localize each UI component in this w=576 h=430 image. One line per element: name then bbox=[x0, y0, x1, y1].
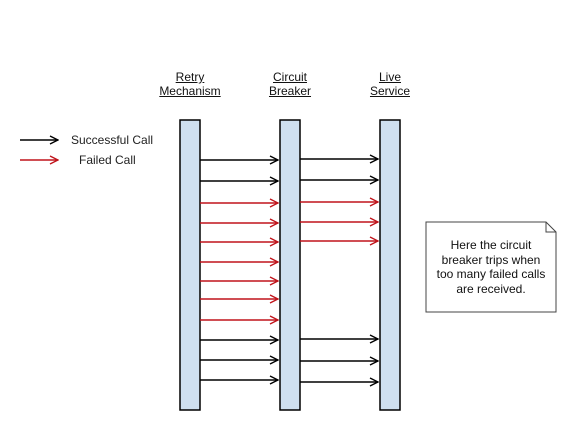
note-line-2: breaker trips when bbox=[441, 252, 541, 267]
header-live-service-line2: Service bbox=[369, 84, 410, 98]
note-text: Here the circuit breaker trips when too … bbox=[428, 238, 554, 296]
note-box bbox=[425, 221, 557, 313]
note-fold bbox=[545, 222, 556, 233]
note-line-1: Here the circuit bbox=[450, 238, 532, 252]
header-retry-mechanism-line1: Retry bbox=[175, 70, 205, 84]
header-circuit-breaker: Circuit Breaker bbox=[250, 70, 330, 98]
note-line-4: are received. bbox=[456, 281, 526, 296]
header-circuit-breaker-line1: Circuit bbox=[272, 70, 307, 84]
header-retry-mechanism-line2: Mechanism bbox=[159, 84, 221, 98]
circuit-breaker-lifeline bbox=[279, 119, 301, 411]
header-retry-mechanism: Retry Mechanism bbox=[150, 70, 230, 98]
call-arrows bbox=[200, 159, 378, 382]
header-live-service-line1: Live bbox=[378, 70, 401, 84]
header-live-service: Live Service bbox=[350, 70, 430, 98]
retry-mechanism-lifeline bbox=[179, 119, 201, 411]
live-service-lifeline bbox=[379, 119, 401, 411]
note-line-3: too many failed calls bbox=[436, 267, 546, 281]
legend-failed-label: Failed Call bbox=[79, 153, 136, 167]
legend-successful-label: Successful Call bbox=[71, 133, 154, 147]
header-circuit-breaker-line2: Breaker bbox=[268, 84, 312, 98]
